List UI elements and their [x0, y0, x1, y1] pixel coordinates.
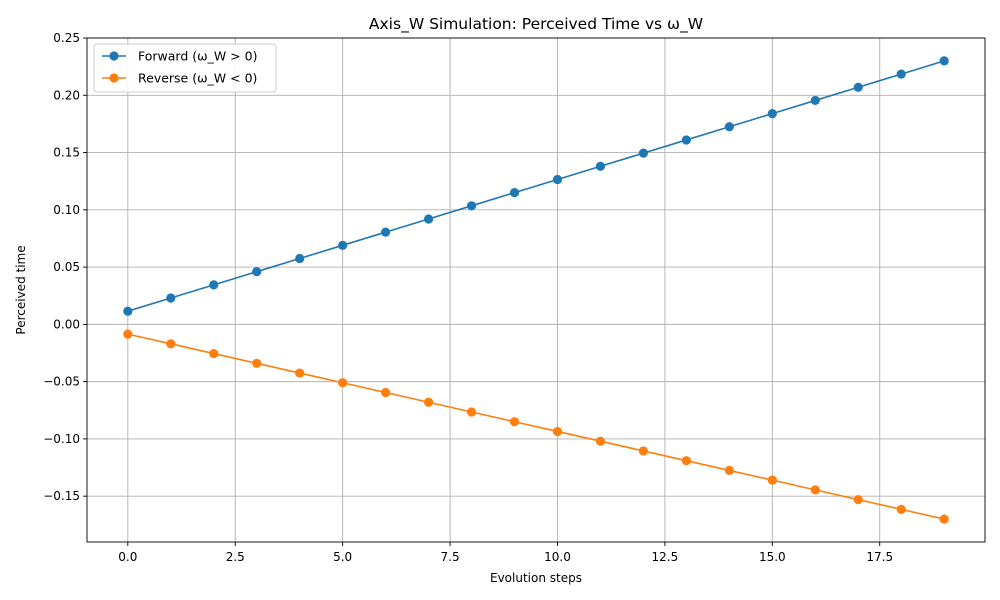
y-tick-label: −0.10	[43, 432, 80, 446]
series-0-point	[810, 95, 820, 106]
series-0-point	[595, 161, 606, 171]
series-0-point	[767, 109, 777, 119]
y-tick-label: 0.05	[53, 260, 80, 274]
series-1-point	[853, 495, 863, 505]
x-axis-label: Evolution steps	[490, 571, 582, 585]
series-1-point	[724, 465, 734, 476]
legend-marker-0	[109, 51, 119, 61]
series-0-point	[509, 188, 520, 198]
series-0-point	[896, 69, 906, 79]
series-0-point	[423, 214, 434, 224]
y-tick-label: −0.05	[43, 375, 80, 389]
legend: Forward (ω_W > 0) Reverse (ω_W < 0)	[93, 43, 277, 93]
x-tick-label: 17.5	[866, 550, 893, 564]
y-axis-label: Perceived time	[14, 245, 28, 334]
series-0-point	[381, 227, 391, 237]
legend-marker-1	[109, 73, 119, 83]
axis-ticks: 0.0 2.5 5.0 7.5 10.0 12.5 15.0 17.5 −0.15 −0.10 −0…	[43, 31, 893, 564]
chart-title: Axis_W Simulation: Perceived Time vs ω_W	[369, 15, 703, 34]
series-0-point	[209, 280, 219, 290]
series-0-point	[939, 56, 949, 66]
series-1-point	[381, 387, 391, 398]
x-tick-label: 2.5	[226, 550, 245, 564]
series-1-point	[209, 348, 219, 359]
x-tick-label: 15.0	[759, 550, 786, 564]
grid-lines	[87, 37, 985, 542]
series-0-point	[552, 174, 563, 185]
series-1-point	[423, 397, 434, 407]
y-tick-label: 0.15	[53, 146, 80, 160]
series-0-point	[166, 293, 176, 303]
series-line-0	[127, 60, 945, 312]
y-tick-label: 0.25	[53, 31, 80, 45]
series-1-point	[810, 485, 820, 495]
x-tick-label: 12.5	[652, 550, 679, 564]
y-tick-label: −0.15	[43, 489, 80, 503]
x-tick-label: 0.0	[118, 550, 137, 564]
series-0-point	[338, 240, 348, 250]
series-1-point	[552, 426, 563, 437]
legend-box	[93, 43, 277, 93]
series-line-1	[127, 333, 945, 520]
series-layer	[123, 56, 949, 524]
series-0-point	[466, 201, 477, 211]
series-1-point	[638, 446, 649, 456]
x-tick-label: 5.0	[333, 550, 352, 564]
y-tick-label: 0.10	[53, 203, 80, 217]
plot-frame	[86, 37, 986, 543]
x-tick-label: 10.0	[544, 550, 571, 564]
y-tick-label: 0.20	[53, 88, 80, 102]
series-1-point	[123, 329, 133, 339]
series-1-point	[338, 378, 348, 388]
series-1-point	[767, 475, 777, 485]
series-0-point	[123, 306, 133, 316]
series-0-point	[853, 82, 863, 92]
x-tick-label: 7.5	[441, 550, 460, 564]
series-0-point	[681, 135, 691, 145]
series-1-point	[681, 456, 691, 466]
series-1-point	[509, 417, 520, 427]
series-1-point	[252, 358, 262, 368]
series-0-point	[295, 253, 305, 264]
legend-label-1: Reverse (ω_W < 0)	[138, 71, 257, 86]
series-0-point	[724, 122, 734, 132]
y-tick-label: 0.00	[53, 317, 80, 331]
series-1-point	[166, 339, 176, 349]
series-0-point	[638, 148, 649, 158]
series-1-point	[466, 407, 477, 417]
series-1-point	[939, 514, 949, 524]
series-1-point	[295, 368, 305, 378]
legend-label-0: Forward (ω_W > 0)	[138, 49, 257, 64]
series-1-point	[896, 504, 906, 514]
series-1-point	[595, 436, 606, 446]
series-0-point	[252, 267, 262, 277]
